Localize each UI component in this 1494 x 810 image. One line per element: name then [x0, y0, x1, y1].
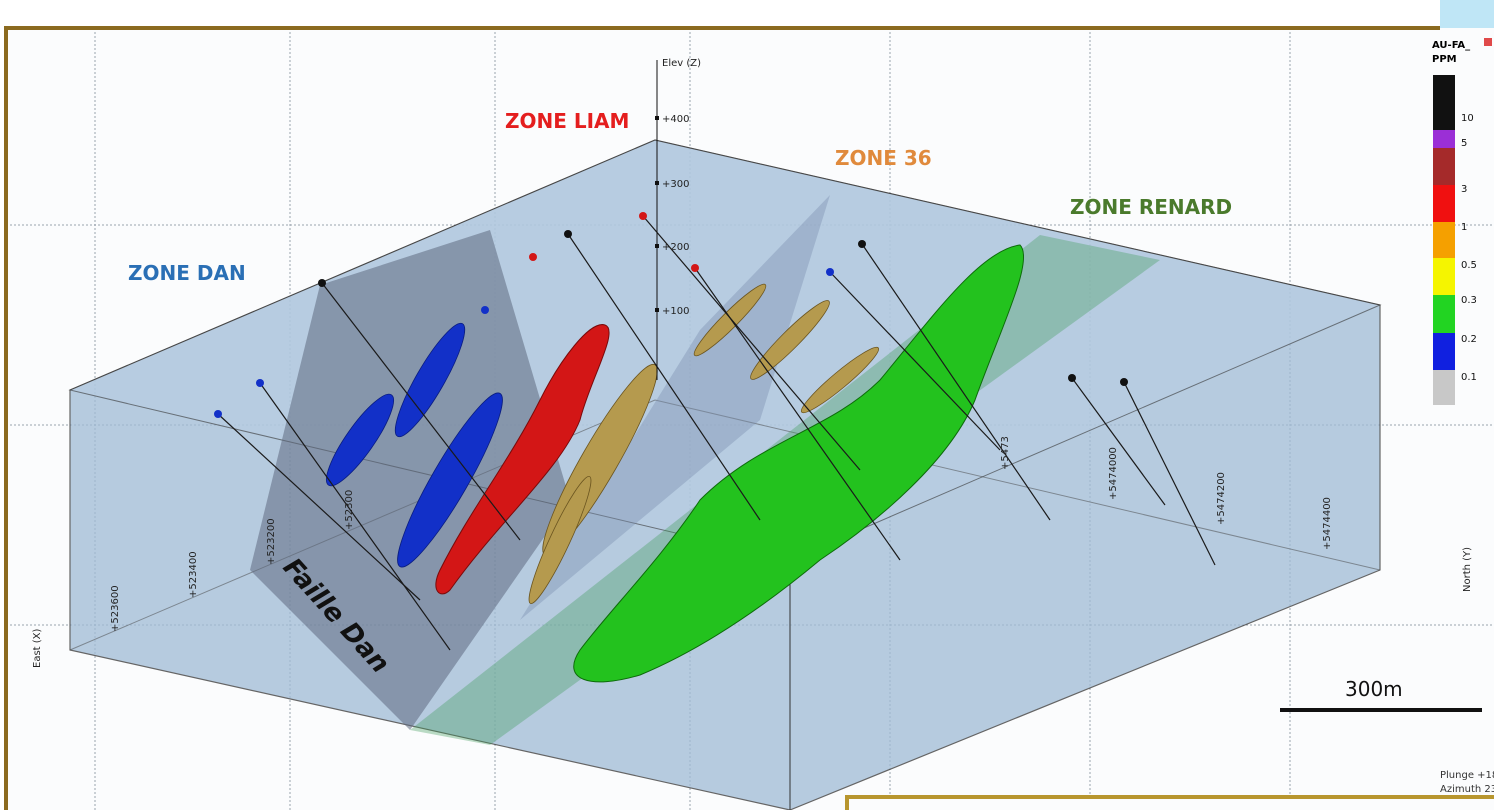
collar — [481, 306, 489, 314]
north-tick-label: +5474400 — [1322, 497, 1333, 550]
collar — [1068, 374, 1076, 382]
elev-axis-label: Elev (Z) — [662, 58, 701, 69]
legend-swatch — [1433, 333, 1455, 370]
dan-bodies — [326, 322, 503, 568]
collar — [858, 240, 866, 248]
legend-label: 5 — [1461, 138, 1467, 149]
legend-label: 0.1 — [1461, 372, 1477, 383]
liam-body — [435, 324, 610, 595]
camera-info: Plunge +18 — [1440, 770, 1494, 781]
collar — [564, 230, 572, 238]
elev-ticks: +400 +300 +200 +100 — [655, 114, 689, 317]
north-tick-label: +5474200 — [1216, 472, 1227, 525]
collar — [1120, 378, 1128, 386]
renard-body — [573, 244, 1025, 683]
collar — [214, 410, 222, 418]
drill-hole — [694, 267, 901, 561]
zone-label: ZONE LIAM — [505, 109, 629, 133]
fault-plane — [250, 230, 570, 730]
drill-hole — [567, 233, 761, 521]
legend-label: 0.5 — [1461, 260, 1477, 271]
drill-hole — [259, 382, 451, 651]
legend-label: 1 — [1461, 222, 1467, 233]
camera-info: Azimuth 233 — [1440, 784, 1494, 795]
drill-hole — [642, 215, 861, 471]
elev-tick-label: +400 — [662, 114, 689, 125]
block-edge — [654, 399, 1381, 571]
collar — [639, 212, 647, 220]
legend-swatch — [1433, 258, 1455, 295]
tick-mark — [655, 116, 659, 120]
legend-swatch — [1433, 222, 1455, 258]
legend-swatch — [1433, 148, 1455, 185]
collar — [826, 268, 834, 276]
drill-hole — [217, 413, 421, 601]
east-tick-label: +52300 — [344, 490, 355, 530]
east-tick-label: +523200 — [266, 518, 277, 565]
east-tick-label: +523400 — [188, 551, 199, 598]
ore-body — [397, 392, 503, 568]
legend-label: 0.2 — [1461, 334, 1477, 345]
east-tick-label: +523600 — [110, 585, 121, 632]
north-tick-label: +5474000 — [1108, 447, 1119, 500]
legend-swatch — [1433, 370, 1455, 405]
legend-label: 3 — [1461, 184, 1467, 195]
corner-image — [1440, 0, 1494, 28]
legend-swatch — [1433, 75, 1455, 130]
collars — [214, 212, 1128, 418]
ore-body — [326, 393, 394, 487]
collar — [318, 279, 326, 287]
legend-swatch — [1433, 130, 1455, 148]
collar — [256, 379, 264, 387]
zone-label: ZONE 36 — [835, 146, 932, 170]
zone-label: ZONE RENARD — [1070, 195, 1232, 219]
drill-hole — [829, 271, 1001, 451]
legend-label: 0.3 — [1461, 295, 1477, 306]
legend: AU-FA_ PPM 10 5 3 1 0.5 0.3 0.2 0.1 — [1432, 38, 1492, 405]
caption-box — [845, 795, 1494, 810]
drill-hole — [1071, 377, 1166, 506]
ore-body — [800, 346, 880, 414]
legend-title: AU-FA_ — [1432, 40, 1470, 51]
drill-holes — [217, 215, 1216, 651]
east-axis-label: East (X) — [32, 628, 43, 668]
north-axis-label: North (Y) — [1462, 547, 1473, 592]
elev-tick-label: +200 — [662, 242, 689, 253]
legend-unit: PPM — [1432, 54, 1457, 65]
legend-label: 10 — [1461, 113, 1474, 124]
tick-mark — [655, 308, 659, 312]
legend-swatch — [1433, 185, 1455, 222]
elev-tick-label: +100 — [662, 306, 689, 317]
frame-border — [4, 26, 1440, 810]
north-tick-label: +5473 — [1000, 436, 1011, 470]
collar — [691, 264, 699, 272]
ore-body — [394, 322, 466, 438]
legend-swatch — [1433, 295, 1455, 333]
drill-hole — [321, 282, 521, 541]
tick-mark — [655, 244, 659, 248]
zone-label: ZONE DAN — [128, 261, 246, 285]
ore-body — [528, 476, 592, 604]
drill-hole — [1123, 381, 1216, 566]
zone36-bodies — [528, 283, 880, 604]
collar — [529, 253, 537, 261]
elev-tick-label: +300 — [662, 179, 689, 190]
close-button[interactable] — [1484, 38, 1492, 46]
scale-bar-label: 300m — [1345, 677, 1403, 701]
ore-body — [750, 300, 830, 380]
drill-hole — [861, 243, 1051, 521]
tick-mark — [655, 181, 659, 185]
